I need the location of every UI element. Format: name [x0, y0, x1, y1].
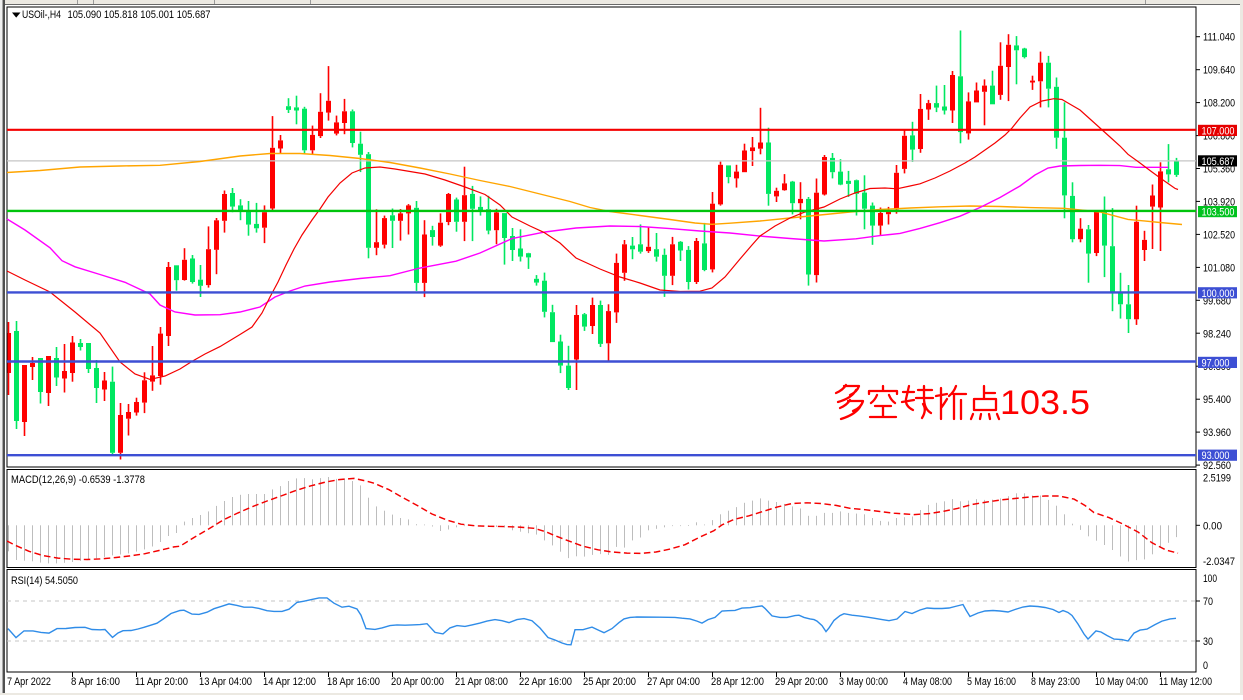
svg-text:11 May 12:00: 11 May 12:00 — [1159, 676, 1212, 688]
svg-text:93.960: 93.960 — [1203, 427, 1231, 439]
svg-text:7 Apr 2022: 7 Apr 2022 — [7, 676, 51, 688]
svg-text:103.5: 103.5 — [1000, 384, 1090, 422]
svg-text:100.000: 100.000 — [1202, 288, 1235, 300]
svg-text:100: 100 — [1203, 573, 1217, 585]
svg-text:29 Apr 20:00: 29 Apr 20:00 — [775, 676, 828, 688]
svg-text:21 Apr 08:00: 21 Apr 08:00 — [455, 676, 508, 688]
svg-text:5 May 16:00: 5 May 16:00 — [967, 676, 1016, 688]
svg-text:RSI(14) 54.5050: RSI(14) 54.5050 — [11, 575, 78, 587]
svg-text:27 Apr 04:00: 27 Apr 04:00 — [647, 676, 700, 688]
svg-text:8 May 23:00: 8 May 23:00 — [1031, 676, 1080, 688]
svg-text:-2.0347: -2.0347 — [1203, 556, 1235, 568]
svg-text:USOil-,H4: USOil-,H4 — [22, 9, 61, 21]
svg-text:8 Apr 16:00: 8 Apr 16:00 — [71, 676, 120, 688]
svg-text:2.5199: 2.5199 — [1203, 473, 1231, 485]
svg-text:10 May 04:00: 10 May 04:00 — [1095, 676, 1148, 688]
svg-text:20 Apr 00:00: 20 Apr 00:00 — [391, 676, 444, 688]
svg-text:109.640: 109.640 — [1203, 65, 1235, 77]
svg-text:102.520: 102.520 — [1203, 229, 1235, 241]
svg-text:28 Apr 12:00: 28 Apr 12:00 — [711, 676, 764, 688]
svg-text:105.090 105.818 105.001 105.68: 105.090 105.818 105.001 105.687 — [68, 9, 211, 21]
svg-text:0.00: 0.00 — [1203, 520, 1222, 532]
svg-text:4 May 08:00: 4 May 08:00 — [903, 676, 952, 688]
svg-text:0: 0 — [1203, 660, 1208, 672]
svg-text:98.240: 98.240 — [1203, 328, 1231, 340]
svg-text:11 Apr 20:00: 11 Apr 20:00 — [135, 676, 188, 688]
svg-text:13 Apr 04:00: 13 Apr 04:00 — [199, 676, 252, 688]
svg-text:95.400: 95.400 — [1203, 394, 1231, 406]
svg-text:101.080: 101.080 — [1203, 262, 1235, 274]
svg-text:105.687: 105.687 — [1202, 156, 1235, 168]
svg-text:14 Apr 12:00: 14 Apr 12:00 — [263, 676, 316, 688]
svg-text:70: 70 — [1203, 596, 1213, 608]
svg-text:97.000: 97.000 — [1202, 357, 1230, 369]
svg-text:108.200: 108.200 — [1203, 98, 1235, 110]
svg-text:22 Apr 16:00: 22 Apr 16:00 — [519, 676, 572, 688]
svg-text:3 May 00:00: 3 May 00:00 — [839, 676, 888, 688]
svg-text:MACD(12,26,9) -0.6539 -1.3778: MACD(12,26,9) -0.6539 -1.3778 — [11, 474, 145, 486]
svg-text:103.500: 103.500 — [1202, 207, 1235, 219]
svg-text:25 Apr 20:00: 25 Apr 20:00 — [583, 676, 636, 688]
svg-text:30: 30 — [1203, 636, 1213, 648]
svg-text:107.000: 107.000 — [1202, 125, 1235, 137]
svg-text:111.040: 111.040 — [1203, 32, 1235, 44]
svg-text:18 Apr 16:00: 18 Apr 16:00 — [327, 676, 380, 688]
svg-text:93.000: 93.000 — [1202, 450, 1230, 462]
